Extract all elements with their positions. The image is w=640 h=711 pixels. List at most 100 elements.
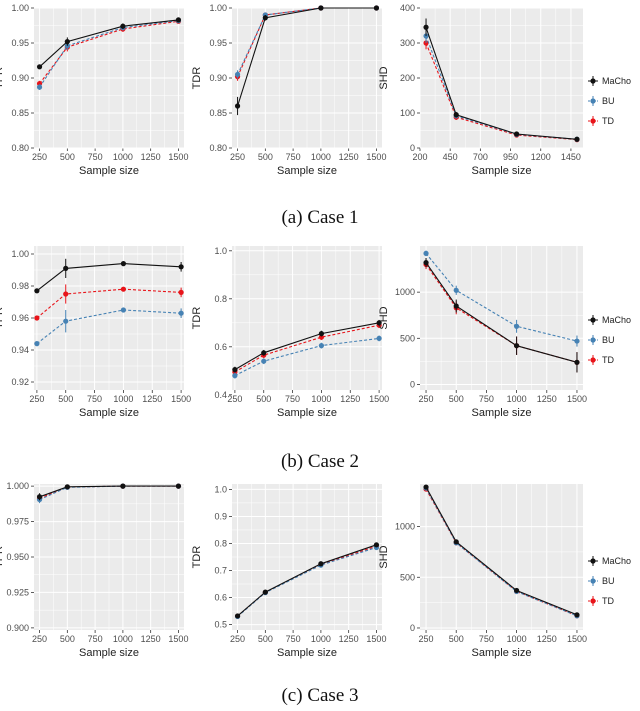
panel-7: 250 500 750 1000 1250 1500 0.900 0.925 0.950 0.97… bbox=[0, 481, 188, 659]
data-point-bu bbox=[423, 250, 429, 256]
x-tick-label: 700 bbox=[473, 152, 488, 162]
y-tick-label: 0.90 bbox=[11, 73, 29, 83]
x-tick-label: 750 bbox=[286, 152, 301, 162]
data-point-macho bbox=[262, 589, 268, 595]
legend-key-point bbox=[590, 578, 596, 584]
data-point-macho bbox=[318, 5, 324, 11]
x-tick-label: 1500 bbox=[567, 394, 587, 404]
data-point-macho bbox=[120, 483, 126, 489]
series-line-td bbox=[425, 42, 578, 141]
x-tick-label: 1250 bbox=[339, 152, 359, 162]
x-tick-label: 250 bbox=[29, 394, 44, 404]
data-point-bu bbox=[376, 335, 382, 341]
data-point-macho bbox=[178, 264, 184, 270]
series-line-bu bbox=[237, 546, 377, 617]
y-axis-label: TDR bbox=[191, 67, 203, 90]
y-axis-label: TPR bbox=[0, 307, 5, 329]
y-tick-label: 1.00 bbox=[209, 3, 227, 13]
x-tick-label: 1500 bbox=[369, 394, 389, 404]
x-tick-label: 1250 bbox=[537, 634, 557, 644]
data-point-bu bbox=[120, 307, 127, 313]
legend-key-point bbox=[590, 558, 596, 564]
x-tick-label: 750 bbox=[479, 394, 494, 404]
legend-key-point bbox=[590, 337, 596, 343]
legend-key-point bbox=[590, 118, 596, 124]
series-line-bu bbox=[39, 20, 179, 88]
y-tick-label: 500 bbox=[400, 333, 415, 343]
data-point-macho bbox=[64, 39, 70, 45]
x-tick-label: 250 bbox=[227, 394, 242, 404]
y-tick-label: 0 bbox=[410, 143, 415, 153]
data-point-macho bbox=[453, 303, 459, 309]
legend-key-point bbox=[590, 357, 596, 363]
y-axis-label: SHD bbox=[378, 66, 390, 89]
data-point-macho bbox=[318, 561, 324, 567]
legend: MaCho BU TD bbox=[588, 556, 631, 606]
x-tick-label: 250 bbox=[419, 394, 434, 404]
y-tick-label: 0.85 bbox=[209, 108, 227, 118]
x-tick-label: 250 bbox=[230, 634, 245, 644]
y-tick-label: 0.95 bbox=[209, 38, 227, 48]
y-tick-label: 0.6 bbox=[214, 593, 227, 603]
x-tick-label: 500 bbox=[258, 152, 273, 162]
panel-5: 250 500 750 1000 1250 1500 0.4 0.6 0.8 1.0 Sample … bbox=[191, 246, 389, 419]
data-point-macho bbox=[120, 261, 127, 267]
x-tick-label: 500 bbox=[256, 394, 271, 404]
series-line-bu bbox=[425, 35, 578, 140]
x-axis-label: Sample size bbox=[277, 165, 337, 177]
x-axis-label: Sample size bbox=[79, 407, 139, 419]
legend: MaCho BU TD bbox=[588, 76, 631, 126]
x-tick-label: 750 bbox=[87, 394, 102, 404]
x-tick-label: 1500 bbox=[366, 634, 386, 644]
data-point-macho bbox=[423, 260, 429, 266]
y-tick-label: 0.95 bbox=[11, 38, 29, 48]
x-tick-label: 250 bbox=[230, 152, 245, 162]
legend-label-macho: MaCho bbox=[602, 315, 631, 325]
y-axis-label: TPR bbox=[0, 546, 5, 568]
y-tick-label: 0.5 bbox=[214, 620, 227, 630]
x-tick-label: 750 bbox=[286, 634, 301, 644]
y-axis-label: TDR bbox=[191, 307, 203, 330]
y-axis-label: SHD bbox=[378, 306, 390, 329]
x-tick-label: 1000 bbox=[113, 152, 133, 162]
x-tick-label: 1000 bbox=[507, 394, 527, 404]
y-tick-label: 1.0 bbox=[214, 246, 227, 256]
x-tick-label: 1500 bbox=[168, 634, 188, 644]
series-line-macho bbox=[39, 19, 179, 68]
data-point-macho bbox=[453, 112, 459, 118]
x-tick-label: 1000 bbox=[311, 394, 331, 404]
series-line-macho bbox=[425, 27, 578, 140]
data-point-macho bbox=[261, 350, 267, 356]
x-tick-label: 1000 bbox=[507, 634, 527, 644]
y-tick-label: 1000 bbox=[395, 522, 415, 532]
data-point-macho bbox=[423, 484, 429, 490]
legend-label-macho: MaCho bbox=[602, 76, 631, 86]
data-point-bu bbox=[64, 43, 70, 49]
y-tick-label: 0.950 bbox=[6, 552, 29, 562]
panel-2: 250 500 750 1000 1250 1500 0.80 0.85 0.90 0.95 1.0… bbox=[191, 3, 386, 177]
x-tick-label: 1000 bbox=[311, 152, 331, 162]
data-point-macho bbox=[120, 23, 126, 29]
legend-label-macho: MaCho bbox=[602, 556, 631, 566]
y-tick-label: 0.7 bbox=[214, 566, 227, 576]
data-point-macho bbox=[513, 131, 520, 137]
series-line-td bbox=[234, 324, 380, 373]
series-line-bu bbox=[36, 309, 182, 345]
x-axis-label: Sample size bbox=[277, 407, 337, 419]
x-axis-label: Sample size bbox=[277, 647, 337, 659]
data-point-bu bbox=[318, 343, 325, 349]
series-line-macho bbox=[237, 544, 377, 617]
y-tick-label: 1.00 bbox=[11, 249, 29, 259]
y-tick-label: 0.975 bbox=[6, 517, 29, 527]
data-point-bu bbox=[261, 358, 267, 364]
x-tick-label: 1250 bbox=[142, 394, 162, 404]
data-point-macho bbox=[34, 288, 40, 294]
data-point-macho bbox=[423, 24, 429, 30]
y-tick-label: 1.00 bbox=[11, 3, 29, 13]
data-point-bu bbox=[63, 318, 69, 324]
y-tick-label: 1.0 bbox=[214, 484, 227, 494]
x-tick-label: 500 bbox=[258, 634, 273, 644]
panel-6: 250 500 750 1000 1250 1500 0 500 1000 Sample size… bbox=[378, 246, 587, 419]
x-tick-label: 1250 bbox=[141, 152, 161, 162]
x-tick-label: 500 bbox=[449, 394, 464, 404]
